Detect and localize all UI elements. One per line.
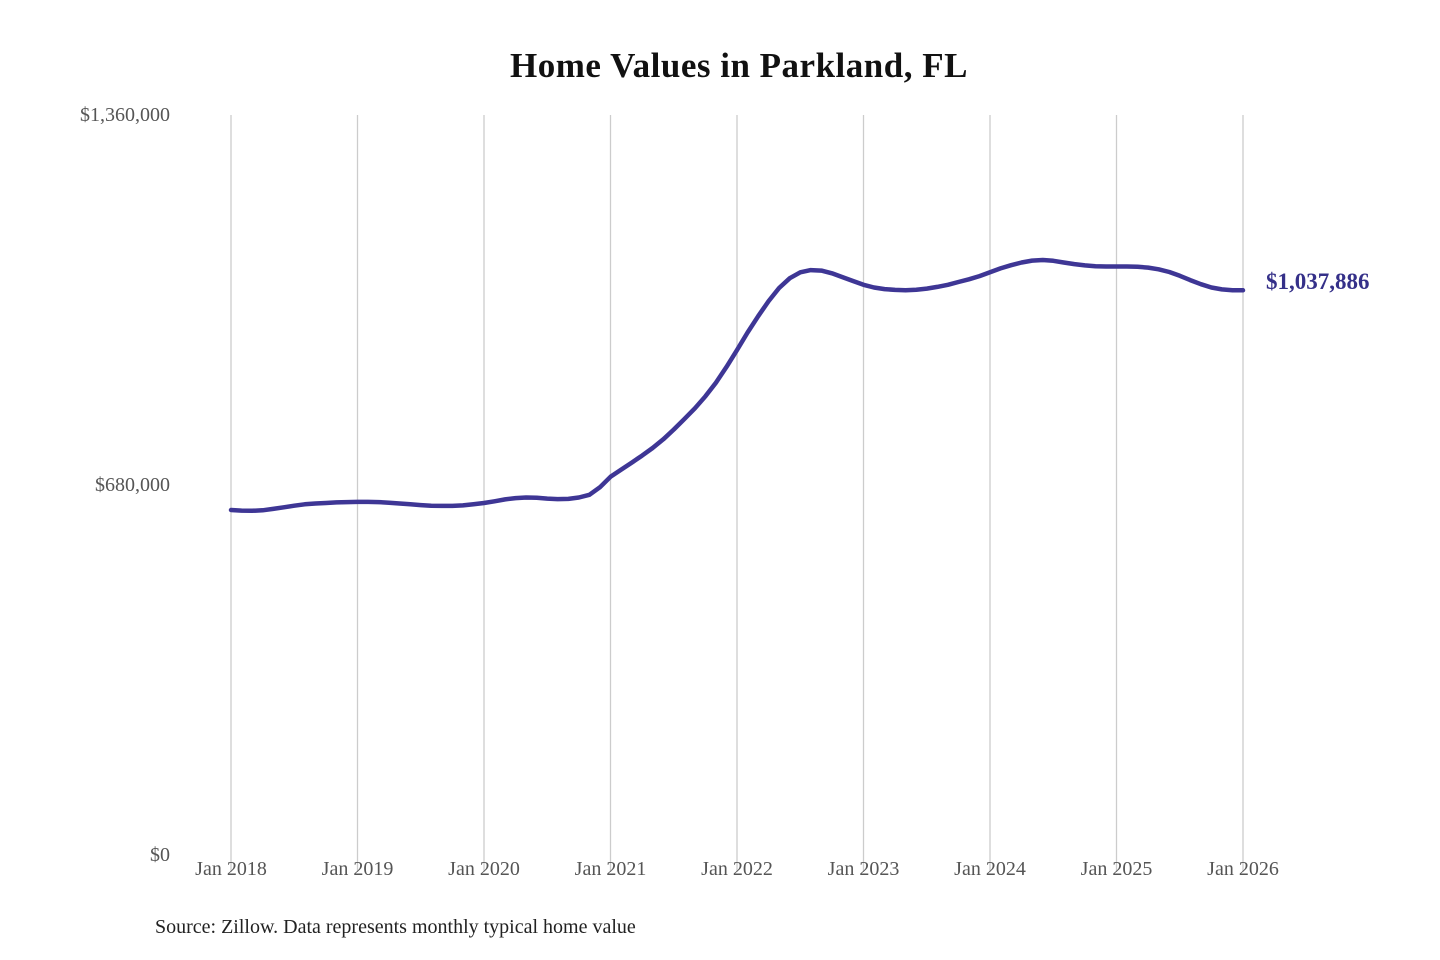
- chart-title: Home Values in Parkland, FL: [510, 46, 968, 85]
- y-axis-label-middle: $680,000: [95, 474, 170, 496]
- home-value-line: [228, 257, 1246, 514]
- x-axis-label: Jan 2023: [827, 858, 900, 880]
- y-axis-label-top: $1,360,000: [80, 104, 170, 126]
- x-axis-label: Jan 2022: [701, 858, 773, 880]
- x-axis-label: Jan 2020: [448, 858, 520, 880]
- x-axis-label: Jan 2018: [195, 858, 267, 880]
- x-axis-label: Jan 2024: [954, 858, 1026, 880]
- x-axis-label: Jan 2019: [321, 858, 394, 880]
- x-axis-label: Jan 2026: [1207, 858, 1279, 880]
- x-axis-label: Jan 2021: [574, 858, 647, 880]
- y-axis-label-zero: $0: [150, 844, 170, 866]
- source-note: Source: Zillow. Data represents monthly …: [155, 916, 636, 938]
- latest-value-label: $1,037,886: [1266, 269, 1370, 294]
- x-axis-label: Jan 2025: [1080, 858, 1153, 880]
